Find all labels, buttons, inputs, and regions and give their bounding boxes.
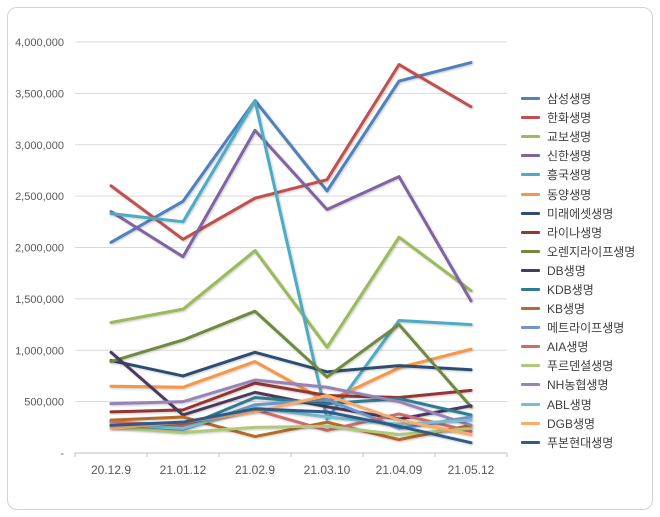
legend-item-푸르덴셜생명[interactable]: 푸르덴셜생명 — [521, 356, 635, 375]
legend-item-NH농협생명[interactable]: NH농협생명 — [521, 375, 635, 394]
legend-line-swatch — [521, 326, 540, 330]
x-axis-category-label: 21.03.10 — [304, 463, 351, 477]
legend-item-한화생명[interactable]: 한화생명 — [521, 108, 635, 127]
legend-line-swatch — [521, 211, 540, 215]
legend-line-swatch — [521, 364, 540, 368]
legend-label: 오렌지라이프생명 — [547, 244, 636, 259]
series-line-삼성생명[interactable] — [109, 61, 473, 244]
y-axis-tick-label: 4,000,000 — [15, 37, 64, 49]
legend-line-swatch — [521, 421, 540, 425]
legend-item-동양생명[interactable]: 동양생명 — [521, 184, 635, 203]
legend-item-메트라이프생명[interactable]: 메트라이프생명 — [521, 318, 635, 337]
y-axis-tick-label: - — [60, 448, 64, 460]
series-line-흥국생명[interactable] — [109, 99, 473, 421]
legend-label: 미래에셋생명 — [547, 206, 614, 221]
y-axis-tick-label: 1,500,000 — [15, 294, 64, 306]
legend-item-라이나생명[interactable]: 라이나생명 — [521, 223, 635, 242]
legend-item-오렌지라이프생명[interactable]: 오렌지라이프생명 — [521, 242, 635, 261]
series-line-동양생명[interactable] — [109, 347, 473, 404]
legend-label: ABL생명 — [547, 397, 592, 412]
series-line-푸르덴셜생명[interactable] — [109, 424, 473, 437]
series-line-NH농협생명[interactable] — [109, 378, 473, 427]
y-axis-tick-label: 2,500,000 — [15, 191, 64, 203]
legend-item-AIA생명[interactable]: AIA생명 — [521, 337, 635, 356]
y-axis-tick-label: 1,000,000 — [15, 345, 64, 357]
legend-line-swatch — [521, 268, 540, 272]
legend-line-swatch — [521, 287, 540, 291]
series-line-신한생명[interactable] — [109, 128, 473, 303]
x-axis-category-label: 21.01.12 — [160, 463, 207, 477]
legend-line-swatch — [521, 154, 540, 158]
legend-label: 푸르덴셜생명 — [547, 359, 614, 374]
legend-item-미래에셋생명[interactable]: 미래에셋생명 — [521, 204, 635, 223]
y-axis-tick-label: 3,500,000 — [15, 88, 64, 100]
legend-line-swatch — [521, 230, 540, 234]
legend-line-swatch — [521, 173, 540, 177]
series-line-오렌지라이프생명[interactable] — [109, 309, 473, 409]
series-line-미래에셋생명[interactable] — [109, 350, 473, 378]
legend-label: NH농협생명 — [547, 378, 609, 393]
legend-label: AIA생명 — [547, 340, 589, 355]
series-line-한화생명[interactable] — [109, 63, 473, 241]
legend-label: 한화생명 — [547, 111, 592, 126]
legend-label: 흥국생명 — [547, 168, 592, 183]
legend-item-ABL생명[interactable]: ABL생명 — [521, 395, 635, 414]
series-line-KB생명[interactable] — [109, 415, 473, 442]
legend-label: KDB생명 — [547, 282, 594, 297]
x-axis-category-label: 20.12.9 — [91, 463, 131, 477]
y-axis-tick-label: 500,000 — [24, 397, 64, 409]
x-axis-category-label: 21.04.09 — [376, 463, 423, 477]
legend-label: 메트라이프생명 — [547, 321, 625, 336]
legend-item-KB생명[interactable]: KB생명 — [521, 299, 635, 318]
legend-item-신한생명[interactable]: 신한생명 — [521, 146, 635, 165]
series-line-AIA생명[interactable] — [109, 408, 473, 433]
legend-label: 라이나생명 — [547, 225, 603, 240]
legend-line-swatch — [521, 383, 540, 387]
legend-item-DGB생명[interactable]: DGB생명 — [521, 414, 635, 433]
legend-item-DB생명[interactable]: DB생명 — [521, 261, 635, 280]
legend-line-swatch — [521, 307, 540, 311]
x-axis-category-label: 21.02.9 — [235, 463, 275, 477]
legend-line-swatch — [521, 440, 540, 444]
legend-item-삼성생명[interactable]: 삼성생명 — [521, 89, 635, 108]
x-axis-category-label: 21.05.12 — [448, 463, 495, 477]
legend-item-교보생명[interactable]: 교보생명 — [521, 127, 635, 146]
legend-line-swatch — [521, 192, 540, 196]
series-line-라이나생명[interactable] — [109, 381, 473, 414]
legend-label: 교보생명 — [547, 130, 592, 145]
legend-line-swatch — [521, 402, 540, 406]
y-axis-tick-label: 2,000,000 — [15, 243, 64, 255]
legend-line-swatch — [521, 116, 540, 120]
legend-item-흥국생명[interactable]: 흥국생명 — [521, 165, 635, 184]
legend-label: KB생명 — [547, 302, 586, 317]
legend-item-푸본현대생명[interactable]: 푸본현대생명 — [521, 433, 635, 452]
series-line-교보생명[interactable] — [109, 235, 473, 349]
series-line-푸본현대생명[interactable] — [109, 407, 473, 445]
legend-item-KDB생명[interactable]: KDB생명 — [521, 280, 635, 299]
legend-line-swatch — [521, 345, 540, 349]
legend-label: 동양생명 — [547, 187, 592, 202]
legend-label: 푸본현대생명 — [547, 435, 614, 450]
legend-label: 삼성생명 — [547, 92, 592, 107]
legend-label: DGB생명 — [547, 416, 596, 431]
legend-line-swatch — [521, 249, 540, 253]
legend-label: DB생명 — [547, 263, 586, 278]
legend-line-swatch — [521, 97, 540, 101]
y-axis-tick-label: 3,000,000 — [15, 140, 64, 152]
legend-line-swatch — [521, 135, 540, 139]
legend-label: 신한생명 — [547, 149, 592, 164]
